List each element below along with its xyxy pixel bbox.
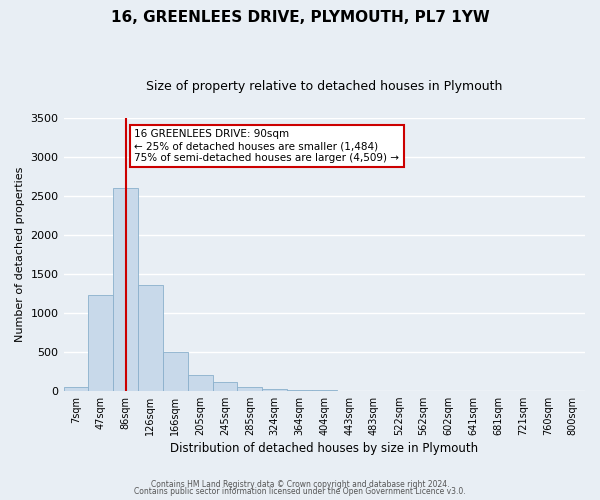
- Bar: [113, 188, 138, 390]
- Bar: [188, 374, 212, 390]
- Bar: [138, 286, 163, 391]
- Text: Contains HM Land Registry data © Crown copyright and database right 2024.: Contains HM Land Registry data © Crown c…: [151, 480, 449, 489]
- Text: 16, GREENLEES DRIVE, PLYMOUTH, PL7 1YW: 16, GREENLEES DRIVE, PLYMOUTH, PL7 1YW: [110, 10, 490, 25]
- Y-axis label: Number of detached properties: Number of detached properties: [15, 166, 25, 342]
- Bar: [88, 295, 113, 390]
- Bar: [163, 352, 188, 391]
- Bar: [64, 387, 88, 390]
- Bar: [238, 387, 262, 390]
- Title: Size of property relative to detached houses in Plymouth: Size of property relative to detached ho…: [146, 80, 502, 93]
- Bar: [212, 382, 238, 390]
- Bar: [262, 388, 287, 390]
- Text: 16 GREENLEES DRIVE: 90sqm
← 25% of detached houses are smaller (1,484)
75% of se: 16 GREENLEES DRIVE: 90sqm ← 25% of detac…: [134, 130, 400, 162]
- X-axis label: Distribution of detached houses by size in Plymouth: Distribution of detached houses by size …: [170, 442, 478, 455]
- Text: Contains public sector information licensed under the Open Government Licence v3: Contains public sector information licen…: [134, 487, 466, 496]
